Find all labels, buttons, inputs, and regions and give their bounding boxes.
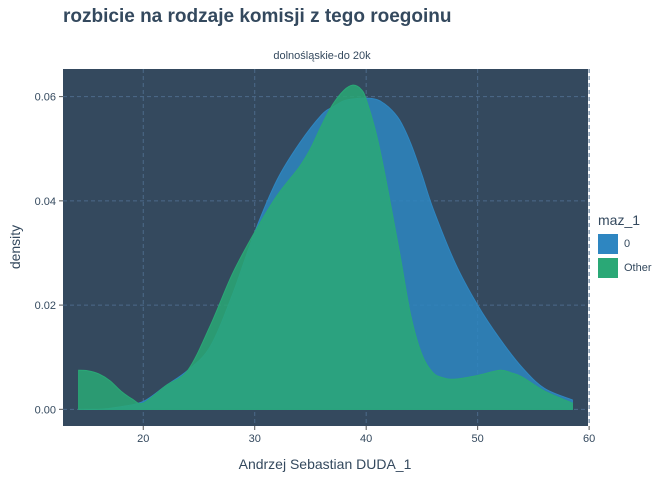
chart-title: rozbicie na rodzaje komisji z tego roego… bbox=[63, 6, 452, 27]
x-tick-label-0: 20 bbox=[137, 433, 149, 445]
y-tick-label-2: 0.04 bbox=[35, 196, 56, 208]
x-tick-label-3: 50 bbox=[472, 433, 484, 445]
facet-label: dolnośląskie-do 20k bbox=[273, 50, 371, 62]
y-tick-label-0: 0.00 bbox=[35, 404, 56, 416]
legend-item-0: 0 bbox=[598, 232, 652, 256]
axes: 20 30 40 50 60 0.00 0.02 0.04 0.06 bbox=[35, 92, 596, 445]
density-area-other bbox=[78, 84, 573, 410]
legend: maz_1 0 Other bbox=[598, 212, 652, 280]
legend-swatch-0 bbox=[598, 234, 618, 254]
legend-label-other: Other bbox=[624, 262, 652, 274]
x-axis-label: Andrzej Sebastian DUDA_1 bbox=[239, 456, 412, 472]
legend-title: maz_1 bbox=[598, 212, 641, 228]
density-areas bbox=[78, 84, 573, 411]
y-tick-label-1: 0.02 bbox=[35, 300, 56, 312]
x-tick-label-4: 60 bbox=[583, 433, 595, 445]
y-tick-label-3: 0.06 bbox=[35, 92, 56, 104]
legend-swatch-other bbox=[598, 258, 618, 278]
x-tick-label-2: 40 bbox=[360, 433, 372, 445]
legend-label-0: 0 bbox=[624, 238, 631, 250]
x-tick-label-1: 30 bbox=[249, 433, 261, 445]
legend-item-other: Other bbox=[598, 256, 652, 280]
y-axis-label: density bbox=[7, 225, 23, 269]
